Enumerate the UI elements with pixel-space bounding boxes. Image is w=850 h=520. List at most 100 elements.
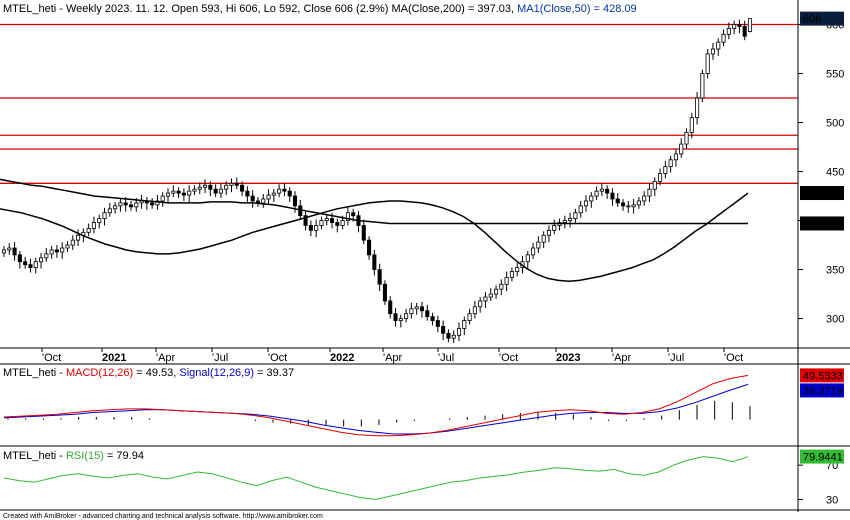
candle-body — [642, 195, 647, 202]
candle-body — [329, 218, 335, 223]
candle-body — [102, 212, 107, 220]
candle-body — [218, 188, 223, 194]
candle-body — [451, 334, 456, 339]
rsi-line — [3, 456, 749, 500]
candle-body — [404, 313, 409, 319]
candle-body — [456, 327, 462, 336]
candle-body — [308, 225, 313, 231]
candle-body — [425, 310, 430, 318]
candle-body — [60, 247, 65, 253]
candle-body — [552, 225, 557, 231]
candle-body — [631, 204, 636, 208]
candle-body — [229, 182, 234, 186]
candle-body — [578, 205, 583, 214]
macd-lines — [3, 374, 751, 437]
candle-body — [234, 182, 239, 186]
candle-body — [165, 192, 171, 197]
candle-body — [345, 212, 350, 221]
candle-body — [726, 28, 731, 35]
macd-prefix: MTEL_heti - — [3, 367, 66, 379]
candle-body — [23, 261, 28, 266]
candle-body — [12, 247, 17, 256]
rsi-panel — [0, 448, 798, 510]
y-tick-label: 350 — [826, 265, 844, 277]
x-tick-label: 2023 — [556, 352, 580, 364]
candle-body — [716, 41, 721, 50]
macd-badge-text: 49.5333 — [803, 370, 843, 382]
ma200-badge-box — [800, 216, 844, 231]
candle-body — [658, 173, 663, 182]
candle-body — [192, 188, 197, 192]
candle-body — [70, 239, 75, 246]
moving-averages — [0, 178, 749, 283]
x-tick-label: 'Oct — [499, 352, 518, 364]
candle-body — [462, 320, 467, 329]
candle-body — [568, 218, 573, 221]
candle-body — [213, 188, 218, 194]
rsi-label: RSI(15) — [66, 450, 104, 462]
candle-body — [382, 283, 387, 302]
candle-body — [351, 212, 356, 217]
candle-body — [647, 188, 652, 197]
candle-body — [679, 143, 684, 155]
signal-badge-text: 39.3719 — [803, 385, 843, 397]
candle-body — [737, 24, 742, 27]
candle-body — [277, 188, 282, 194]
footer-credit: Created with AmiBroker - advanced charti… — [3, 513, 323, 520]
ma200-badge-text: 397.03 — [803, 218, 837, 230]
candle-body — [314, 225, 319, 231]
candle-body — [509, 271, 514, 278]
x-tick-label: 'Oct — [268, 352, 287, 364]
candle-body — [113, 205, 118, 210]
y-axis-ticks: 6005505004504003503007030 — [798, 20, 844, 506]
candle-body — [367, 239, 372, 256]
candle-body — [97, 218, 102, 223]
macd-line — [3, 374, 749, 437]
candle-body — [525, 254, 530, 263]
candle-body — [488, 293, 493, 298]
macd-label: MACD(12,26) — [66, 367, 133, 379]
x-tick-label: 2022 — [330, 352, 354, 364]
candle-body — [86, 228, 91, 233]
candle-body — [695, 97, 700, 119]
rsi-badge-text: 79.9441 — [803, 452, 843, 464]
candle-body — [65, 244, 70, 249]
signal-badge-box — [800, 383, 844, 398]
candle-body — [419, 306, 425, 312]
candle-body — [652, 180, 657, 190]
candle-body — [414, 306, 419, 310]
candle-body — [292, 195, 298, 207]
candle-body — [303, 215, 308, 226]
value-badges: 606 428.09 397.03 49.5333 39.3719 79.9441 — [800, 11, 844, 464]
candle-body — [673, 153, 678, 161]
candle-body — [28, 264, 33, 269]
macd-title: MTEL_heti - MACD(12,26) = 49.53, Signal(… — [3, 367, 294, 379]
candle-body — [388, 300, 393, 315]
candle-body — [589, 195, 594, 202]
candle-body — [515, 267, 520, 272]
candle-body — [181, 192, 186, 196]
candle-body — [54, 249, 59, 253]
candle-body — [594, 190, 599, 197]
candle-body — [430, 316, 435, 321]
candle-body — [38, 257, 44, 263]
price-badge-box — [800, 11, 844, 26]
candle-body — [17, 254, 22, 263]
candle-body — [467, 313, 472, 321]
candle-body — [599, 188, 604, 192]
macd-value: = 49.53, — [133, 367, 179, 379]
candle-body — [573, 212, 578, 220]
candle-body — [1, 249, 7, 254]
candle-body — [478, 300, 483, 308]
candle-body — [171, 190, 176, 194]
x-tick-label: 'Oct — [724, 352, 743, 364]
candle-body — [208, 184, 213, 190]
candle-body — [504, 277, 509, 285]
candle-body — [710, 48, 716, 55]
candle-body — [393, 313, 398, 321]
ma50-badge-box — [800, 186, 844, 201]
candle-body — [620, 202, 626, 207]
candle-body — [187, 190, 192, 196]
candlestick-series — [1, 18, 753, 344]
ma200-line — [0, 178, 748, 225]
